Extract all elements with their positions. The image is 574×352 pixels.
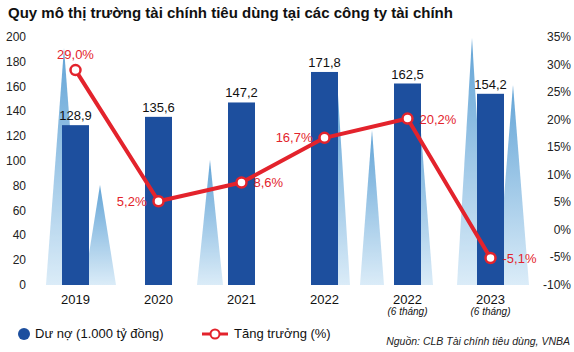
line bbox=[76, 70, 491, 258]
decor-triangle bbox=[197, 160, 223, 285]
bar-label: 128,9 bbox=[59, 108, 92, 123]
line-label: 20,2% bbox=[420, 112, 457, 127]
x-tick-label: 2023(6 tháng) bbox=[470, 292, 510, 317]
legend-label: Tăng trưởng (%) bbox=[234, 326, 331, 341]
y-tick-label: 200 bbox=[6, 30, 26, 44]
line-marker bbox=[403, 114, 413, 124]
bar bbox=[228, 102, 255, 285]
y2-tick-label: 0% bbox=[554, 223, 572, 237]
line-marker bbox=[320, 133, 330, 143]
legend: Dư nợ (1.000 tỷ đồng) Tăng trưởng (%) bbox=[18, 326, 331, 341]
bar bbox=[394, 84, 421, 286]
line-marker bbox=[486, 253, 496, 263]
x-tick-label: 2022(6 tháng) bbox=[387, 292, 427, 317]
bar-label: 162,5 bbox=[391, 67, 424, 82]
y2-tick-label: 10% bbox=[547, 168, 571, 182]
line-label: 5,2% bbox=[117, 194, 147, 209]
bar-label: 154,2 bbox=[474, 77, 507, 92]
line-marker bbox=[237, 177, 247, 187]
y-tick-label: 60 bbox=[13, 204, 27, 218]
bar-label: 171,8 bbox=[308, 55, 341, 70]
y-tick-label: 180 bbox=[6, 55, 26, 69]
bar-label: 147,2 bbox=[225, 85, 258, 100]
line-label: -5,1% bbox=[503, 251, 537, 266]
bar bbox=[62, 125, 89, 285]
bar bbox=[311, 72, 338, 285]
y2-tick-label: 35% bbox=[547, 30, 571, 44]
source: Nguồn: CLB Tài chính tiêu dùng, VNBA bbox=[386, 335, 570, 347]
x-tick-label: 2020 bbox=[144, 292, 173, 307]
y2-tick-label: 30% bbox=[547, 58, 571, 72]
line-label: 8,6% bbox=[254, 175, 284, 190]
y2-tick-label: 15% bbox=[547, 140, 571, 154]
line-marker bbox=[154, 196, 164, 206]
y-tick-label: 120 bbox=[6, 129, 26, 143]
x-tick-label: 2022 bbox=[310, 292, 339, 307]
x-tick-sub: (6 tháng) bbox=[387, 306, 427, 317]
y-tick-label: 100 bbox=[6, 154, 26, 168]
decoration bbox=[46, 38, 529, 285]
x-tick-sub: (6 tháng) bbox=[470, 306, 510, 317]
y-tick-label: 140 bbox=[6, 104, 26, 118]
y-tick-label: 0 bbox=[19, 278, 26, 292]
plot-area bbox=[62, 65, 504, 285]
legend-label: Dư nợ (1.000 tỷ đồng) bbox=[35, 326, 164, 341]
decor-triangle bbox=[360, 130, 384, 285]
y2-tick-label: 20% bbox=[547, 113, 571, 127]
y2-tick-label: -5% bbox=[550, 250, 572, 264]
y-tick-label: 20 bbox=[13, 253, 27, 267]
y2-tick-label: -10% bbox=[543, 278, 571, 292]
line-marker bbox=[71, 65, 81, 75]
x-tick-label: 2021 bbox=[227, 292, 256, 307]
line-label: 16,7% bbox=[276, 130, 313, 145]
bar-label: 135,6 bbox=[142, 100, 175, 115]
y-tick-label: 40 bbox=[13, 228, 27, 242]
x-tick-label: 2019 bbox=[61, 292, 90, 307]
legend-swatch bbox=[211, 330, 220, 339]
bar bbox=[477, 94, 504, 285]
x-tick-main: 2023 bbox=[476, 292, 505, 307]
y2-tick-label: 25% bbox=[547, 85, 571, 99]
title: Quy mô thị trường tài chính tiêu dùng tạ… bbox=[8, 4, 453, 21]
y-tick-label: 80 bbox=[13, 179, 27, 193]
legend-swatch bbox=[18, 328, 30, 340]
y-tick-label: 160 bbox=[6, 80, 26, 94]
page: {"chart_data": { "type": "bar", "title":… bbox=[0, 0, 574, 352]
labels: 128,9 135,6 147,2 171,8 162,5 154,2 29,0% 5,2% 8… bbox=[57, 47, 537, 266]
chart: Quy mô thị trường tài chính tiêu dùng tạ… bbox=[0, 0, 574, 352]
x-tick-main: 2022 bbox=[393, 292, 422, 307]
y2-tick-label: 5% bbox=[554, 195, 572, 209]
line-label: 29,0% bbox=[57, 47, 94, 62]
